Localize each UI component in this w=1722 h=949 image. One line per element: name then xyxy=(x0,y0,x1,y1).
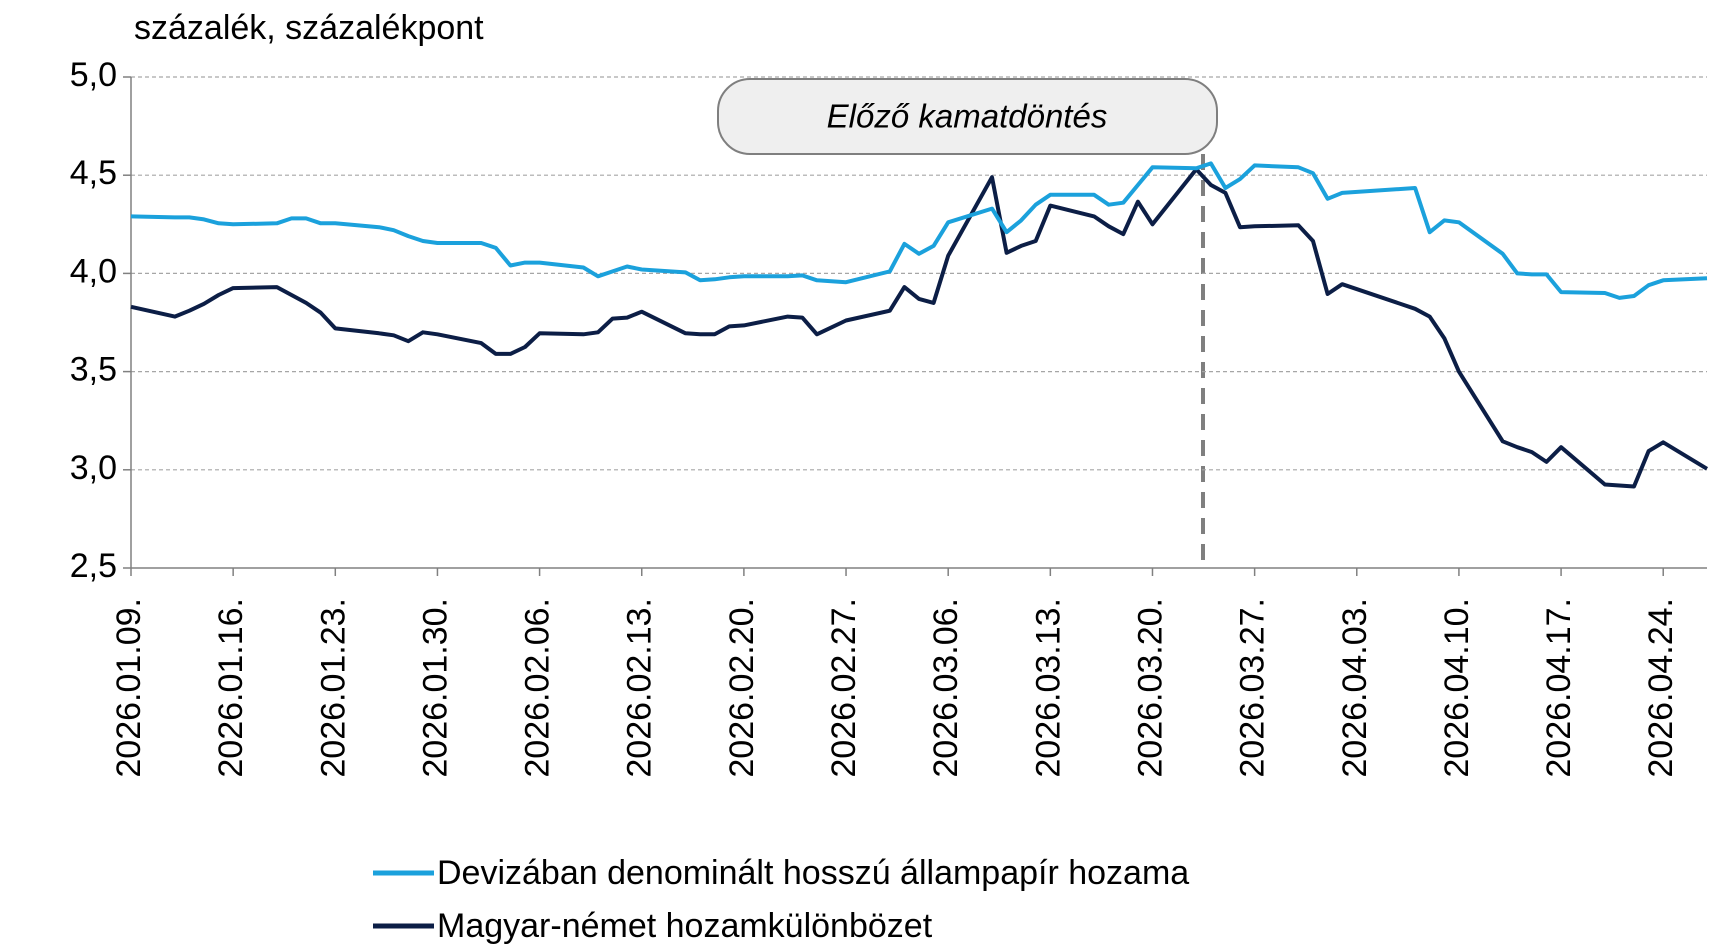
y-tick-label: 3,0 xyxy=(70,449,117,487)
x-tick-label: 2026.03.27. xyxy=(1234,598,1272,778)
y-tick-label: 2,5 xyxy=(70,547,117,585)
y-tick-label: 4,0 xyxy=(70,252,117,290)
x-tick-label: 2026.03.06. xyxy=(927,598,965,778)
x-tick-label: 2026.03.13. xyxy=(1029,598,1067,778)
x-tick-label: 2026.02.06. xyxy=(519,598,557,778)
x-tick-label: 2026.01.09. xyxy=(110,598,148,778)
x-tick-label: 2026.03.20. xyxy=(1131,598,1169,778)
x-tick-label: 2026.04.24. xyxy=(1642,598,1680,778)
x-tick-label: 2026.01.16. xyxy=(212,598,250,778)
x-tick-label: 2026.01.23. xyxy=(314,598,352,778)
x-tick-label: 2026.04.03. xyxy=(1336,598,1374,778)
y-tick-label: 5,0 xyxy=(70,56,117,94)
axis-title: százalék, százalékpont xyxy=(134,9,484,47)
x-tick-label: 2026.04.10. xyxy=(1438,598,1476,778)
annotation: Előző kamatdöntés xyxy=(827,98,1108,135)
y-tick-label: 3,5 xyxy=(70,351,117,389)
x-tick-label: 2026.02.27. xyxy=(825,598,863,778)
x-tick-label: 2026.02.20. xyxy=(723,598,761,778)
series-line xyxy=(130,161,1708,300)
x-tick-label: 2026.01.30. xyxy=(416,598,454,778)
annotation-box xyxy=(717,78,1218,155)
y-tick-label: 4,5 xyxy=(70,154,117,192)
x-tick-label: 2026.02.13. xyxy=(621,598,659,778)
x-tick-label: 2026.04.17. xyxy=(1540,598,1578,778)
series-line xyxy=(130,167,1709,489)
legend-label: Magyar-német hozamkülönbözet xyxy=(437,907,933,945)
legend-label: Devizában denominált hosszú állampapír h… xyxy=(437,854,1189,892)
